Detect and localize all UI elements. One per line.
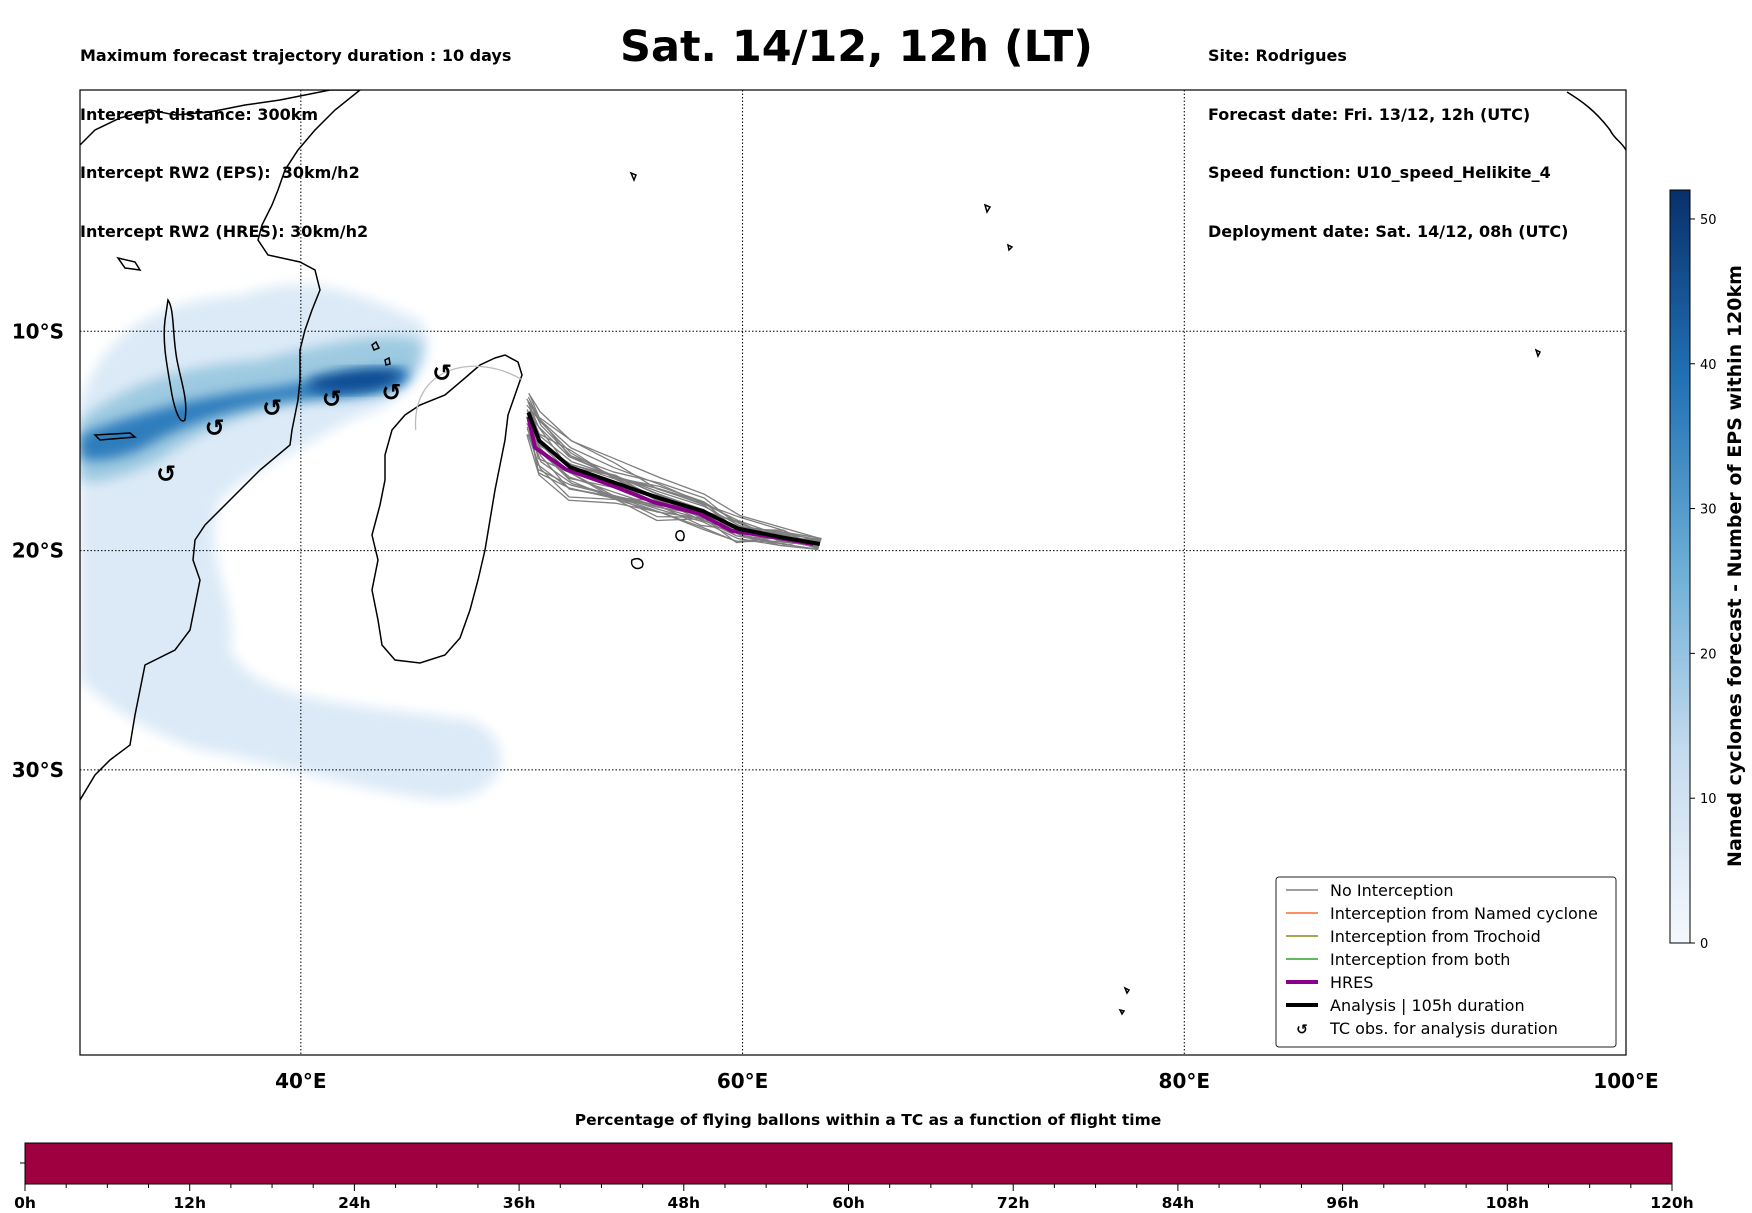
legend-label: HRES (1330, 973, 1373, 992)
colorbar-ticks: 0 10 20 30 40 50 (1690, 213, 1717, 952)
ensemble-member-line (526, 398, 820, 549)
lon-tick-label: 100°E (1593, 1069, 1658, 1093)
flight-time-bar: Percentage of flying ballons within a TC… (14, 1111, 1694, 1212)
ensemble-member-line (526, 410, 821, 543)
legend-label: Interception from Named cyclone (1330, 904, 1598, 923)
map-frame (79, 89, 1627, 1056)
ensemble-member-line (529, 407, 820, 546)
coastline-islet (1566, 91, 1626, 151)
lat-axis: 10°S 20°S 30°S (12, 319, 64, 782)
timebar-tick-label: 72h (997, 1194, 1030, 1212)
coastline-comoros (371, 340, 391, 366)
colorbar-tick-label: 20 (1700, 647, 1717, 662)
tc-observation-icon: ↺ (432, 359, 452, 387)
colorbar-tick-label: 40 (1700, 358, 1717, 373)
colorbar-label: Named cyclones forecast - Number of EPS … (1724, 265, 1746, 867)
lon-tick-label: 60°E (717, 1069, 769, 1093)
tc-observation-icon: ↺ (381, 379, 401, 407)
timebar-tick-label: 84h (1162, 1194, 1195, 1212)
density-region-mid (80, 336, 422, 482)
coastline-islet-2 (1118, 348, 1542, 1016)
info-right-line: Deployment date: Sat. 14/12, 08h (UTC) (1208, 221, 1569, 241)
coastline-lake-3 (116, 256, 142, 271)
coastline-mauritius (675, 529, 685, 542)
info-right-line: Forecast date: Fri. 13/12, 12h (UTC) (1208, 104, 1531, 124)
density-region-core (308, 369, 402, 392)
coastline-lake (163, 298, 187, 422)
timebar-tick-label: 96h (1326, 1194, 1359, 1212)
timebar-tick-label: 108h (1486, 1194, 1529, 1212)
lat-tick-label: 30°S (12, 758, 64, 782)
legend-label: Analysis | 105h duration (1330, 996, 1525, 1015)
timebar-title: Percentage of flying ballons within a TC… (575, 1111, 1162, 1129)
legend-label: Interception from both (1330, 950, 1510, 969)
info-left: Maximum forecast trajectory duration : 1… (80, 7, 511, 261)
ensemble-member-line (527, 396, 821, 543)
ensemble-member-arc (415, 365, 523, 430)
timebar-tick-label: 0h (14, 1194, 36, 1212)
legend-box (1275, 876, 1617, 1048)
timebar-tick-label: 48h (667, 1194, 700, 1212)
lon-tick-label: 40°E (275, 1069, 327, 1093)
info-right: Site: Rodrigues Forecast date: Fri. 13/1… (1208, 7, 1568, 261)
colorbar-tick-label: 50 (1700, 213, 1717, 228)
timebar-tick-label: 12h (173, 1194, 206, 1212)
ensemble-trajectories (415, 365, 822, 551)
legend-label: TC obs. for analysis duration (1329, 1019, 1558, 1038)
info-left-line: Intercept distance: 300km (80, 104, 319, 124)
info-left-line: Intercept RW2 (EPS): 30km/h2 (80, 163, 360, 182)
ensemble-member-line (528, 392, 822, 540)
tc-observation-icon: ↺ (156, 460, 176, 488)
colorbar-tick-label: 0 (1700, 937, 1708, 952)
lat-tick-label: 10°S (12, 319, 64, 343)
colorbar-tick-label: 30 (1700, 503, 1717, 518)
info-right-line: Site: Rodrigues (1208, 46, 1347, 65)
lat-tick-label: 20°S (12, 539, 64, 563)
lon-axis: 40°E 60°E 80°E 100°E (275, 1069, 1659, 1093)
legend: No Interception Interception from Named … (1275, 876, 1617, 1048)
info-left-line: Maximum forecast trajectory duration : 1… (80, 46, 512, 65)
coastline-seychelles (629, 171, 1014, 252)
info-right-line: Speed function: U10_speed_Helikite_4 (1208, 163, 1551, 182)
timebar-tick-label: 60h (832, 1194, 865, 1212)
timebar-tick-label: 120h (1650, 1194, 1693, 1212)
timebar-ticks: 0h 12h 24h 36h 48h 60h 72h 84h 96h 108h 120h (14, 1184, 1694, 1212)
legend-label: Interception from Trochoid (1330, 927, 1541, 946)
legend-tc-symbol-icon: ↺ (1296, 1022, 1308, 1038)
coastline-lake-2 (93, 432, 137, 441)
map-area: ↺ ↺ ↺ ↺ ↺ ↺ (80, 90, 1626, 1016)
lon-tick-label: 80°E (1159, 1069, 1211, 1093)
coastline-africa (80, 90, 362, 801)
coastline-reunion (630, 557, 644, 570)
legend-label: No Interception (1330, 881, 1454, 900)
ensemble-member-line (529, 420, 821, 544)
coastlines (80, 90, 1626, 1016)
hres-track (526, 416, 814, 546)
tc-observation-icon: ↺ (322, 385, 342, 413)
timebar-tick-label: 36h (503, 1194, 536, 1212)
tc-observation-icon: ↺ (205, 414, 225, 442)
colorbar: 0 10 20 30 40 50 Named cyclones forecast - Nu… (1669, 189, 1746, 952)
colorbar-gradient (1669, 189, 1691, 944)
density-region-dark (80, 368, 411, 461)
page-title: Sat. 14/12, 12h (LT) (620, 22, 1093, 72)
tc-observation-icon: ↺ (262, 394, 282, 422)
ensemble-member-line (528, 401, 819, 550)
ensemble-member-line (529, 431, 821, 543)
timebar-tick-label: 24h (338, 1194, 371, 1212)
info-left-line: Intercept RW2 (HRES): 30km/h2 (80, 221, 369, 241)
ensemble-member-line (529, 425, 822, 547)
gridlines (80, 90, 1626, 1055)
colorbar-tick-label: 10 (1700, 792, 1717, 807)
timebar-fill (24, 1142, 1673, 1185)
analysis-track (526, 411, 821, 546)
tc-observations: ↺ ↺ ↺ ↺ ↺ ↺ (156, 359, 452, 488)
